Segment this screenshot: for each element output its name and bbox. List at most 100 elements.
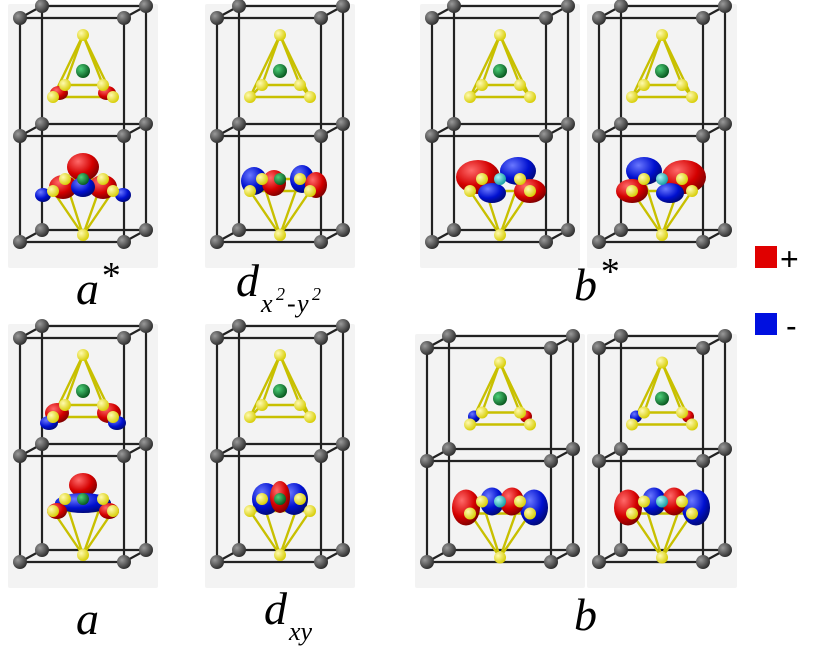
cage-bond	[63, 33, 85, 87]
lattice-atom	[696, 454, 710, 468]
label-dx2y2-sup2: 2	[312, 284, 321, 304]
cage-bond	[81, 189, 115, 237]
orbital-lobe-negative	[500, 157, 536, 185]
anion-atom	[656, 356, 668, 369]
anion-atom	[514, 173, 526, 185]
lattice-atom	[232, 117, 246, 131]
anion-atom	[476, 173, 488, 185]
cage-bond	[642, 361, 664, 414]
anion-atom	[244, 505, 256, 517]
lattice-atom	[232, 319, 246, 333]
cage-bond	[468, 33, 502, 99]
lattice-atom	[592, 235, 606, 249]
lattice-atom	[696, 11, 710, 25]
lattice-atom	[35, 223, 49, 237]
panel-dx2y2	[205, 0, 355, 268]
lattice-atom	[420, 341, 434, 355]
lattice-atom	[139, 223, 153, 237]
metal-center-atom	[655, 64, 669, 78]
metal-center-atom	[273, 384, 287, 398]
anion-atom	[107, 411, 119, 423]
lattice-atom	[718, 223, 732, 237]
label-a-base: a	[76, 593, 99, 644]
anion-atom	[256, 173, 268, 185]
anion-atom	[464, 185, 476, 197]
lattice-atom	[442, 442, 456, 456]
lattice-atom	[592, 555, 606, 569]
anion-atom	[686, 418, 698, 431]
lattice-atom	[13, 449, 27, 463]
legend-positive-label: +	[780, 241, 799, 277]
lattice-atom	[35, 543, 49, 557]
cage-bond	[260, 33, 282, 87]
anion-atom	[494, 551, 506, 564]
lattice-atom	[210, 449, 224, 463]
orbital-lobe-negative	[520, 489, 548, 526]
anion-atom	[107, 185, 119, 197]
label-dx2y2-sub2: y	[294, 289, 309, 318]
cage-bond	[278, 33, 302, 87]
anion-atom	[304, 505, 316, 517]
anion-atom	[59, 173, 71, 185]
anion-atom	[524, 507, 536, 520]
metal-center-atom	[76, 64, 90, 78]
lattice-atom	[614, 329, 628, 343]
anion-atom	[59, 493, 71, 505]
lattice-atom	[614, 0, 628, 13]
anion-atom	[97, 493, 109, 505]
cage-bond	[642, 33, 664, 87]
cage-bond	[278, 509, 312, 557]
lattice-atom	[139, 437, 153, 451]
legend-negative-label: -	[786, 308, 797, 344]
anion-atom	[274, 29, 286, 41]
anion-atom	[464, 91, 476, 103]
lattice-atom	[139, 543, 153, 557]
legend: + -	[755, 241, 799, 344]
lattice-atom	[696, 341, 710, 355]
anion-atom	[304, 185, 316, 197]
lattice-atom	[425, 235, 439, 249]
anion-atom	[524, 91, 536, 103]
metal-center-atom	[76, 384, 90, 398]
lattice-atom	[232, 437, 246, 451]
lattice-atom	[561, 0, 575, 13]
cage-bond	[248, 33, 282, 99]
anion-atom	[274, 349, 286, 361]
anion-atom	[256, 399, 268, 411]
cage-bond	[480, 361, 502, 414]
anion-atom	[274, 229, 286, 241]
anion-atom	[256, 79, 268, 91]
lattice-atom	[566, 442, 580, 456]
label-a: a	[76, 593, 99, 644]
lattice-atom	[425, 11, 439, 25]
anion-atom	[107, 91, 119, 103]
anion-atom	[626, 185, 638, 197]
lattice-atom	[614, 543, 628, 557]
anion-atom	[77, 29, 89, 41]
lattice-atom	[117, 555, 131, 569]
lattice-atom	[13, 11, 27, 25]
anion-atom	[686, 91, 698, 103]
orbital-lobe-positive	[614, 489, 642, 526]
orbital-lobe-negative	[656, 183, 684, 203]
anion-atom	[274, 549, 286, 561]
label-b: b	[574, 589, 597, 640]
lattice-atom	[336, 319, 350, 333]
anion-atom	[244, 411, 256, 423]
lattice-atom	[544, 555, 558, 569]
anion-atom	[97, 399, 109, 411]
anion-atom	[494, 29, 506, 41]
metal-center-atom	[77, 173, 89, 185]
label-dxy-sub: xy	[288, 617, 313, 646]
panel-dxy	[205, 319, 355, 588]
cage-bond	[260, 353, 282, 407]
lattice-atom	[336, 117, 350, 131]
lattice-atom	[139, 0, 153, 13]
lattice-atom	[13, 129, 27, 143]
lattice-atom	[539, 235, 553, 249]
anion-atom	[59, 399, 71, 411]
lattice-atom	[13, 555, 27, 569]
label-b-base: b	[574, 589, 597, 640]
lattice-atom	[117, 449, 131, 463]
label-a-star: a *	[76, 255, 119, 314]
